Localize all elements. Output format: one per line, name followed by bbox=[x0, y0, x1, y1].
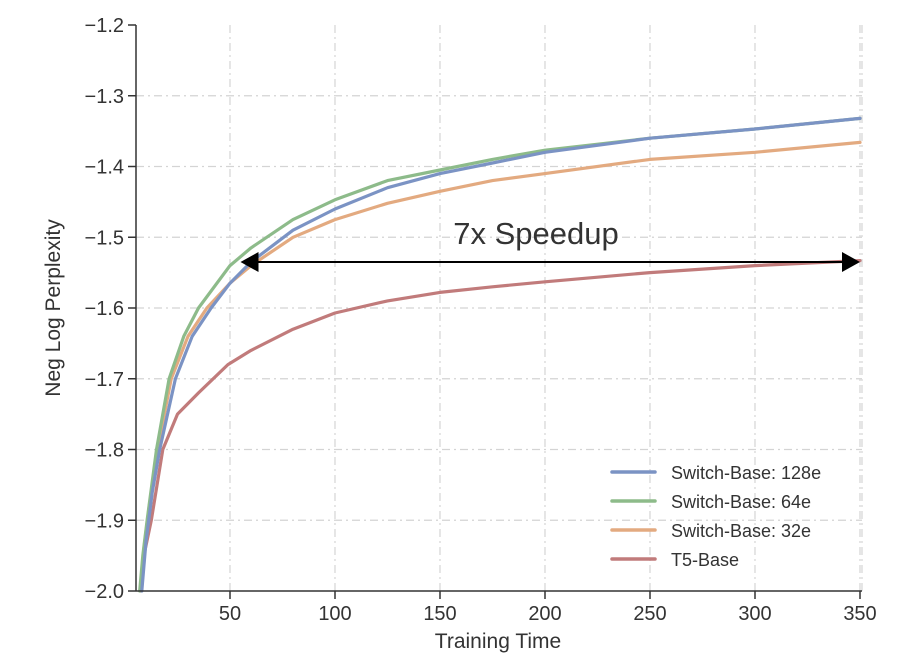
x-axis-label: Training Time bbox=[435, 630, 561, 653]
x-tick-label: 350 bbox=[843, 603, 876, 625]
y-tick-label: −1.2 bbox=[85, 15, 124, 37]
y-tick-label: −1.6 bbox=[85, 298, 124, 320]
y-tick-label: −1.9 bbox=[85, 510, 124, 532]
axes: 50 100 150 200 250 300 350 −1.2 −1.3 −1.4 −1.5 −1.6… bbox=[85, 15, 877, 625]
series-line-switch-base-64e bbox=[138, 116, 862, 593]
legend-label: T5-Base bbox=[671, 550, 739, 570]
y-tick-label: −1.3 bbox=[85, 86, 124, 108]
y-axis-label: Neg Log Perplexity bbox=[42, 219, 65, 397]
grid bbox=[136, 25, 863, 591]
y-tick-label: −1.8 bbox=[85, 440, 124, 462]
x-tick-label: 300 bbox=[738, 603, 771, 625]
x-tick-label: 100 bbox=[318, 603, 351, 625]
annotation-text: 7x Speedup bbox=[453, 216, 618, 251]
speedup-annotation: 7x Speedup bbox=[240, 216, 860, 273]
series-lines bbox=[138, 116, 862, 593]
x-tick-label: 150 bbox=[423, 603, 456, 625]
x-tick-label: 250 bbox=[633, 603, 666, 625]
series-line-t5-base bbox=[139, 259, 862, 593]
x-tick-label: 200 bbox=[528, 603, 561, 625]
x-tick-label: 50 bbox=[219, 603, 241, 625]
y-tick-label: −1.4 bbox=[85, 157, 124, 179]
legend-label: Switch-Base: 64e bbox=[671, 492, 811, 512]
y-tick-label: −1.7 bbox=[85, 369, 124, 391]
legend-label: Switch-Base: 32e bbox=[671, 521, 811, 541]
legend: Switch-Base: 128e Switch-Base: 64e Switch-… bbox=[610, 463, 821, 570]
legend-label: Switch-Base: 128e bbox=[671, 463, 821, 483]
series-line-switch-base-128e bbox=[140, 116, 862, 593]
y-tick-label: −1.5 bbox=[85, 227, 124, 249]
arrow-head-left bbox=[240, 252, 259, 273]
y-tick-label: −2.0 bbox=[85, 581, 124, 603]
arrow-head-right bbox=[842, 252, 860, 273]
